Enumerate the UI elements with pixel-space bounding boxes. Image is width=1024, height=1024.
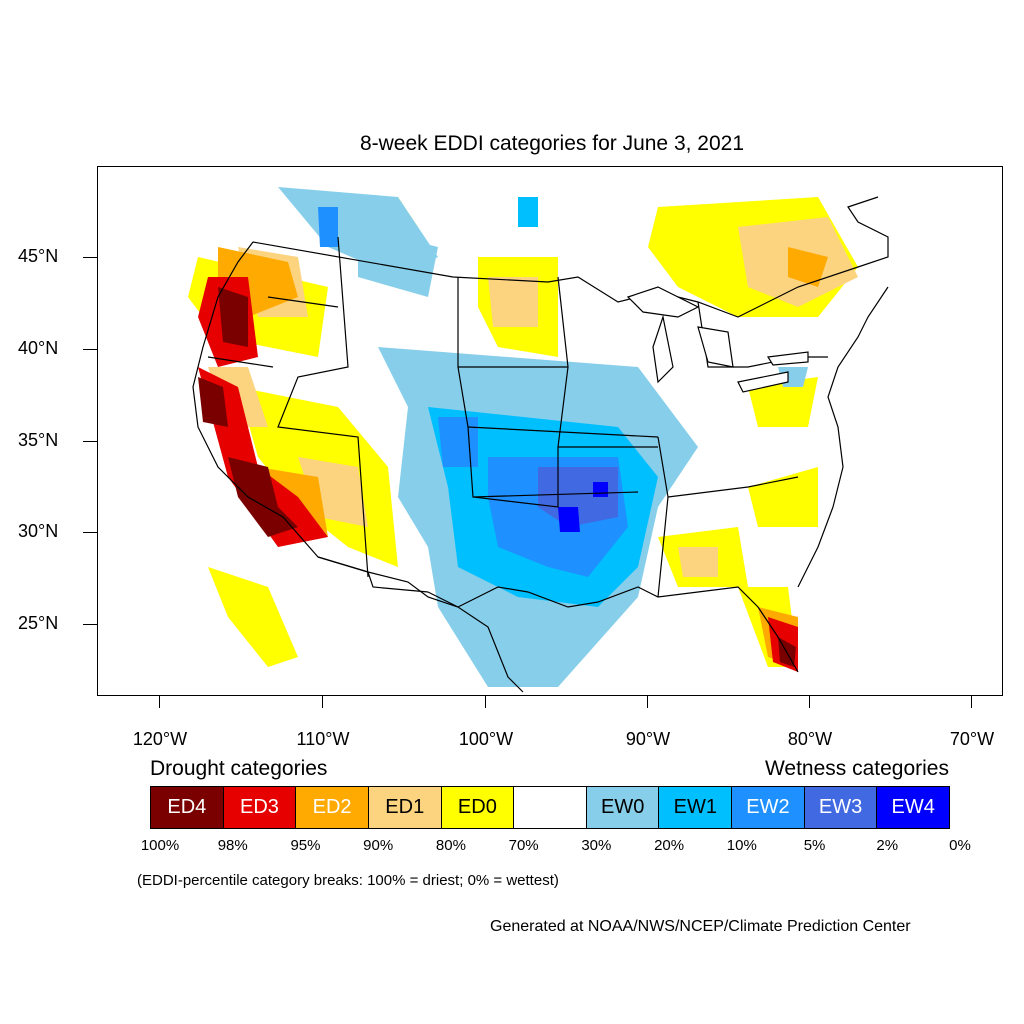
legend-cell-ed3: ED3 (223, 787, 297, 828)
percentile-label: 0% (949, 837, 971, 854)
percentile-label: 70% (508, 837, 539, 854)
category-note: (EDDI-percentile category breaks: 100% =… (137, 872, 559, 889)
legend-cell-ew2: EW2 (732, 787, 805, 828)
map-title: 8-week EDDI categories for June 3, 2021 (359, 132, 745, 155)
drought-heading: Drought categories (150, 757, 328, 780)
lon-tick (971, 696, 972, 708)
legend-cell-ed4: ED4 (151, 787, 224, 828)
percentile-label: 98% (217, 837, 248, 854)
lon-label-110: 110°W (296, 729, 350, 749)
percentile-label: 100% (140, 837, 180, 854)
legend-cell-ew3: EW3 (804, 787, 878, 828)
lat-label-25: 25°N (18, 613, 59, 633)
percentile-label: 95% (290, 837, 321, 854)
lat-label-30: 30°N (18, 521, 59, 541)
lat-label-35: 35°N (18, 430, 59, 450)
percentile-label: 20% (654, 837, 685, 854)
lon-tick (809, 696, 810, 708)
boundaries (192, 196, 889, 693)
lat-label-40: 40°N (18, 338, 59, 358)
lat-tick (83, 624, 97, 625)
legend-cell-ed1: ED1 (368, 787, 442, 828)
lon-tick (485, 696, 486, 708)
eddi-map (97, 166, 1003, 696)
lat-tick (83, 349, 97, 350)
lon-tick (647, 696, 648, 708)
lat-label-45: 45°N (18, 246, 59, 266)
percentile-label: 2% (876, 837, 899, 854)
lat-tick (83, 532, 97, 533)
percentile-label: 90% (363, 837, 394, 854)
percentile-label: 10% (726, 837, 757, 854)
lon-label-100: 100°W (458, 729, 514, 749)
legend-cell-ew4: EW4 (877, 787, 950, 828)
lon-label-120: 120°W (132, 729, 188, 749)
lon-label-90: 90°W (625, 729, 671, 749)
legend-cell-ew1: EW1 (659, 787, 733, 828)
percentile-label: 5% (803, 837, 826, 854)
lat-tick (83, 257, 97, 258)
percentile-label: 30% (581, 837, 612, 854)
wetness-heading: Wetness categories (764, 757, 949, 780)
legend-cell-ed2: ED2 (296, 787, 369, 828)
lon-label-80: 80°W (787, 729, 833, 749)
legend-cell-neutral (514, 787, 587, 828)
great-lakes (626, 286, 809, 393)
credit-line: Generated at NOAA/NWS/NCEP/Climate Predi… (490, 918, 911, 935)
lon-label-70: 70°W (949, 729, 995, 749)
lat-tick (83, 441, 97, 442)
map-canvas (188, 187, 889, 693)
lon-tick (159, 696, 160, 708)
legend-cell-ew0: EW0 (586, 787, 660, 828)
percentile-label: 80% (435, 837, 466, 854)
lon-tick (322, 696, 323, 708)
category-legend: ED4 ED3 ED2 ED1 ED0 EW0 EW1 EW2 EW3 EW4 (150, 786, 950, 829)
legend-cell-ed0: ED0 (441, 787, 515, 828)
